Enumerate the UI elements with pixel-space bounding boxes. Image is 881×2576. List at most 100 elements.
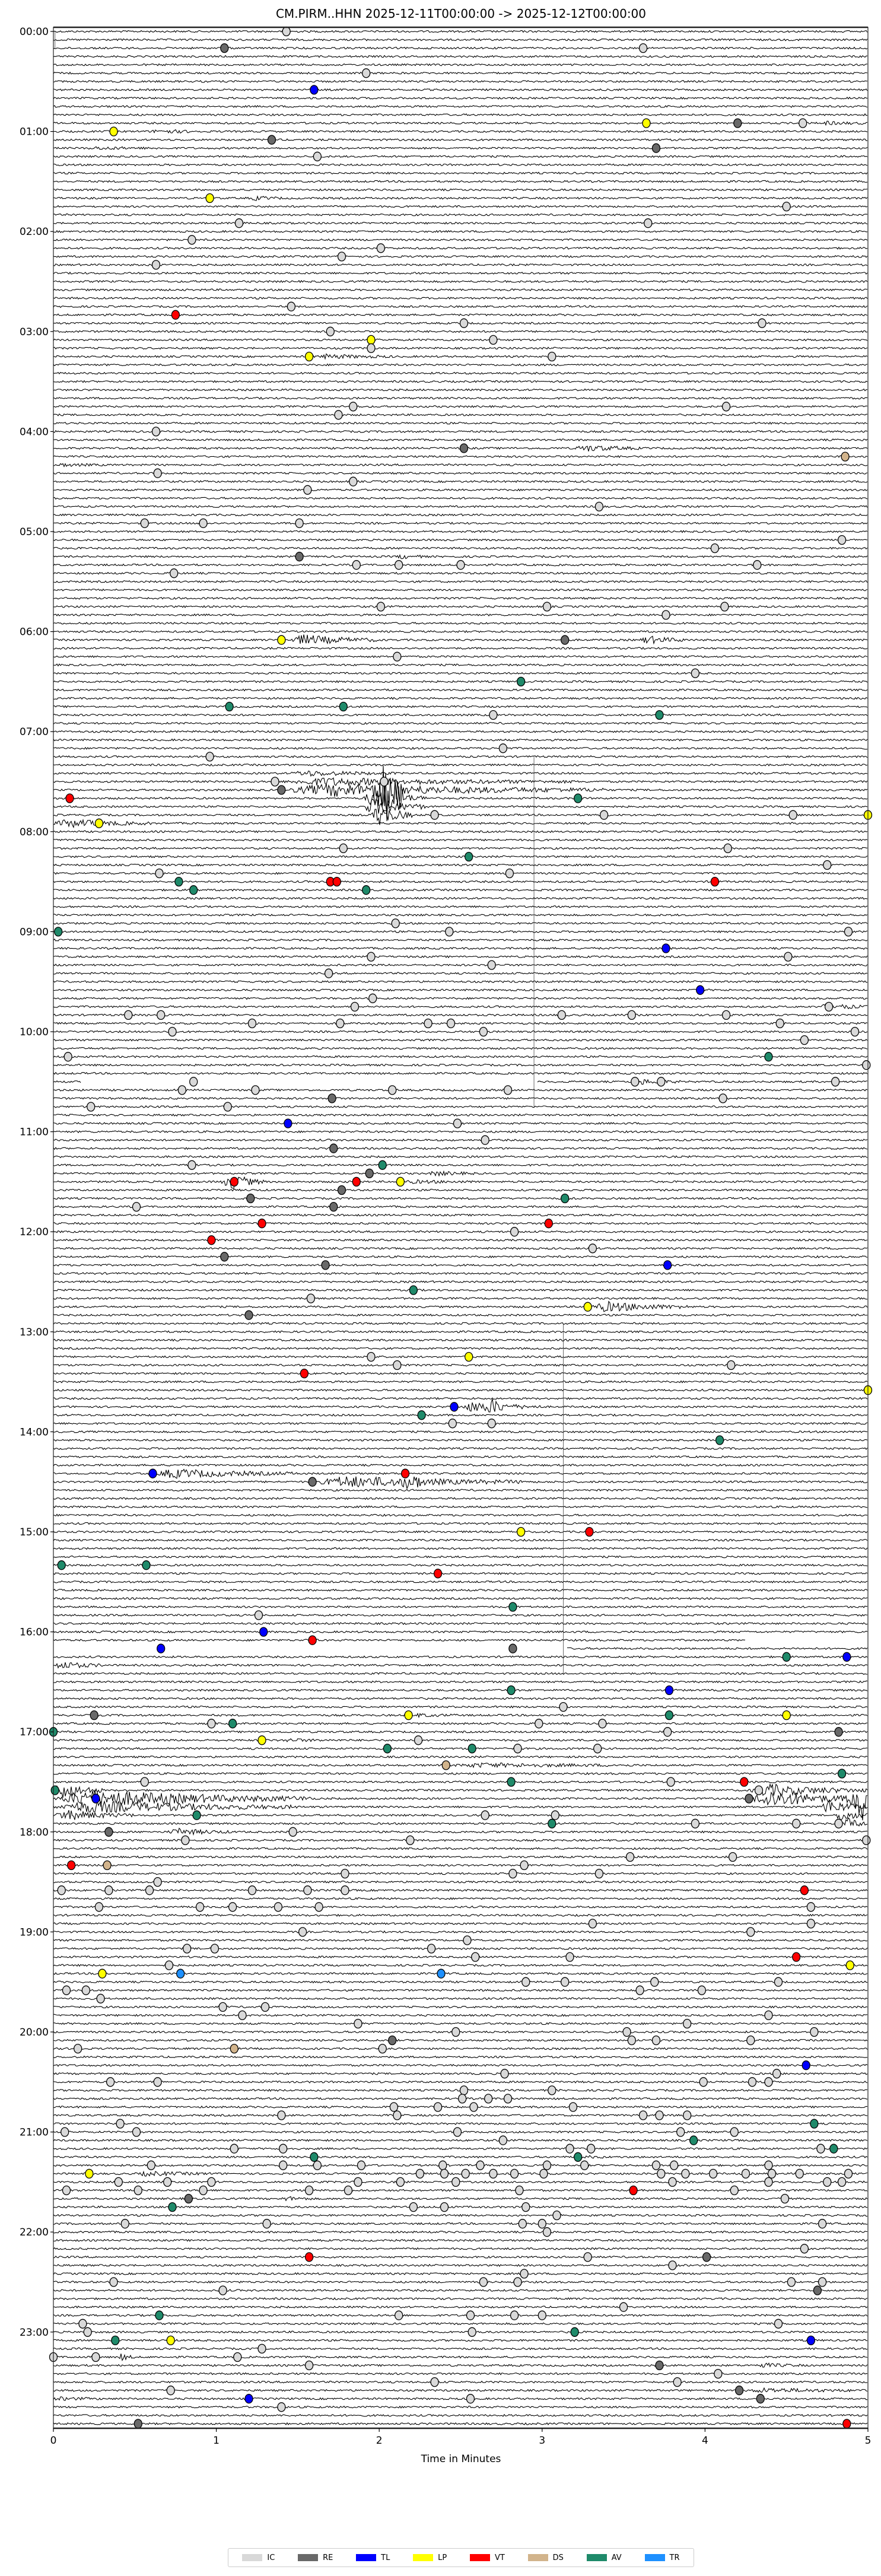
event-marker-ic (357, 2160, 366, 2170)
event-marker-ic (223, 1102, 232, 1112)
trace-row (53, 2196, 868, 2202)
event-marker-tl (284, 1118, 292, 1128)
event-marker-ic (806, 1919, 816, 1929)
hour-label: 23:00 (20, 2327, 49, 2339)
event-marker-ic (650, 1977, 659, 1987)
trace-row (53, 863, 868, 867)
trace-row (53, 1096, 868, 1100)
trace-row (53, 997, 868, 1000)
event-marker-ic (83, 2327, 92, 2337)
legend-swatch (586, 2554, 607, 2561)
trace-row (53, 1872, 868, 1875)
event-marker-ic (708, 2168, 718, 2179)
event-marker-av (570, 2327, 579, 2337)
event-marker-ic (91, 2352, 100, 2362)
event-marker-re (329, 1201, 338, 1212)
trace-row (53, 1003, 868, 1012)
trace-row (53, 647, 868, 650)
trace-row (53, 1789, 868, 1821)
trace-row (53, 338, 868, 342)
event-marker-tl (663, 1260, 672, 1270)
trace-row (53, 1997, 868, 2001)
trace-row (53, 2189, 868, 2192)
trace-row (53, 2422, 868, 2425)
event-marker-re (337, 1185, 346, 1195)
event-marker-ic (233, 2352, 242, 2362)
event-marker-av (508, 1602, 517, 1612)
trace-row (53, 980, 868, 984)
event-marker-ic (406, 1835, 415, 1846)
event-marker-ic (304, 2185, 314, 2196)
event-marker-ic (818, 2219, 827, 2229)
event-marker-ic (453, 2127, 462, 2137)
trace-row (53, 2339, 868, 2342)
hour-label: 22:00 (20, 2227, 49, 2238)
trace-row (53, 1572, 868, 1575)
trace-row (53, 472, 868, 475)
trace-row (53, 1980, 868, 1984)
event-marker-ic (313, 151, 322, 161)
event-marker-ic (594, 501, 604, 512)
event-marker-ic (730, 2127, 739, 2137)
trace-row (53, 2281, 868, 2284)
event-marker-ic (627, 1010, 636, 1020)
trace-row (53, 1388, 868, 1392)
event-marker-ic (153, 1877, 162, 1887)
trace-row (53, 1013, 868, 1017)
event-marker-ic (823, 860, 832, 870)
event-marker-ic (155, 868, 164, 879)
event-marker-ic (627, 2035, 636, 2046)
event-marker-ic (559, 1702, 568, 1712)
trace-row (53, 2405, 868, 2409)
trace-row (53, 1755, 868, 1758)
event-marker-ic (279, 2144, 288, 2154)
event-marker-av (655, 710, 664, 720)
event-marker-vt (400, 1468, 410, 1478)
trace-row (53, 1800, 868, 1813)
trace-row (53, 1905, 868, 1909)
event-marker-ic (787, 2277, 796, 2287)
event-marker-tr (176, 1968, 185, 1979)
event-marker-ic (487, 1419, 496, 1429)
hour-label: 11:00 (20, 1127, 49, 1138)
event-marker-ic (635, 1985, 644, 1995)
trace-row (53, 246, 868, 250)
event-marker-ic (228, 1902, 237, 1912)
event-marker-ic (487, 960, 496, 970)
event-marker-ic (183, 1944, 192, 1954)
event-marker-ic (521, 1977, 530, 1987)
trace-row (53, 1397, 868, 1400)
trace-row (53, 972, 868, 975)
trace-row (53, 1147, 868, 1150)
event-marker-av (362, 885, 371, 895)
trace-row (53, 1530, 868, 1534)
event-marker-ic (303, 1885, 312, 1896)
event-marker-ic (62, 2185, 71, 2196)
event-marker-vt (433, 1569, 443, 1579)
trace-row (53, 554, 868, 559)
event-marker-ic (723, 843, 732, 854)
event-marker-ic (666, 1777, 675, 1787)
trace-row (53, 2105, 868, 2109)
trace-row (53, 79, 868, 83)
event-marker-ic (104, 1885, 113, 1896)
trace-row (53, 777, 868, 787)
event-marker-ic (469, 2102, 478, 2112)
trace-row (53, 2247, 868, 2250)
trace-row (53, 2305, 868, 2309)
event-marker-tl (148, 1468, 157, 1478)
trace-row (53, 738, 868, 742)
event-marker-lp (304, 351, 314, 362)
event-marker-ic (510, 2168, 519, 2179)
event-marker-ic (313, 2160, 322, 2170)
legend-swatch (242, 2554, 263, 2561)
event-marker-ic (673, 2377, 682, 2387)
trace-row (53, 396, 868, 400)
event-marker-ic (440, 2168, 449, 2179)
event-marker-re (220, 43, 229, 53)
trace-row (53, 2139, 868, 2142)
event-marker-vt (792, 1952, 801, 1962)
event-marker-ic (788, 810, 797, 820)
trace-row (53, 1355, 868, 1359)
trace-row (53, 405, 868, 408)
